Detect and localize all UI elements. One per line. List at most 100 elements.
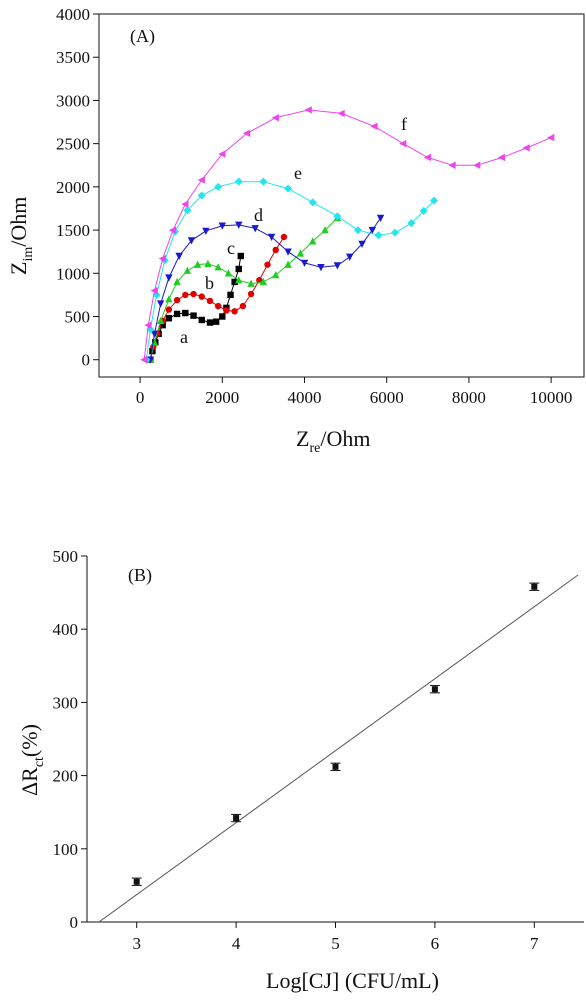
data-point xyxy=(168,226,177,234)
data-point xyxy=(150,286,158,295)
data-point xyxy=(140,356,148,364)
series-line-f xyxy=(143,109,552,360)
data-point xyxy=(150,330,159,338)
data-point xyxy=(370,122,378,131)
panel-a: 0 500 1000 1500 2000 2500 3000 3500 4000 0 2000 40… xyxy=(6,5,585,456)
panel-b-x-ticks: 3 4 5 6 7 xyxy=(132,922,539,953)
curve-label-b: b xyxy=(205,273,214,293)
data-point xyxy=(165,295,173,303)
data-point xyxy=(187,237,196,245)
data-point xyxy=(219,313,226,320)
data-point xyxy=(183,206,192,215)
panel-b-points xyxy=(131,582,540,886)
data-point xyxy=(202,227,210,235)
data-point xyxy=(259,277,268,286)
data-point xyxy=(234,177,243,186)
data-point xyxy=(183,266,192,274)
panel-a-x-tick-label: 6000 xyxy=(370,388,404,407)
panel-b-y-tick-label: 200 xyxy=(53,767,79,786)
data-point xyxy=(473,161,481,169)
data-point xyxy=(374,231,383,240)
data-point-group xyxy=(529,582,540,591)
data-point xyxy=(272,271,280,279)
data-point xyxy=(214,263,222,271)
data-point xyxy=(173,277,181,286)
fit-line xyxy=(98,574,579,923)
panel-b: 0 100 200 300 400 500 3 4 5 6 7 (B) Log[CJ] (CFU/… xyxy=(17,547,584,993)
data-point xyxy=(271,114,279,122)
panel-a-y-tick-label: 3500 xyxy=(56,48,90,67)
data-point-group xyxy=(231,813,242,823)
data-point-group xyxy=(330,762,341,771)
data-point xyxy=(251,225,259,233)
data-point xyxy=(376,214,385,222)
data-point xyxy=(223,307,230,314)
data-point xyxy=(353,226,362,235)
panel-a-x-tick-label: 0 xyxy=(136,388,145,407)
data-point xyxy=(296,249,305,257)
data-point xyxy=(304,106,312,114)
data-point xyxy=(390,228,399,237)
data-point xyxy=(264,261,271,268)
panel-a-x-tick-label: 8000 xyxy=(452,388,486,407)
data-point xyxy=(531,583,538,590)
series-d xyxy=(146,214,385,364)
panel-b-x-tick-label: 6 xyxy=(431,934,440,953)
data-point xyxy=(272,246,279,254)
panel-a-x-tick-label: 10000 xyxy=(530,388,573,407)
data-point xyxy=(182,291,189,299)
data-point xyxy=(317,264,325,272)
data-point xyxy=(206,319,214,326)
panel-a-x-axis-label: Zre/Ohm xyxy=(296,426,370,456)
data-point xyxy=(235,221,243,229)
data-point xyxy=(233,815,240,822)
panel-b-y-axis-label: ΔRct(%) xyxy=(17,724,47,796)
panel-a-x-tick-label: 4000 xyxy=(288,388,322,407)
panel-a-y-tick-label: 3000 xyxy=(56,91,90,110)
panel-b-y-ticks: 0 100 200 300 400 500 xyxy=(53,547,87,932)
data-point xyxy=(193,260,202,268)
data-point xyxy=(197,176,205,184)
panel-a-label: (A) xyxy=(130,26,155,47)
data-point xyxy=(198,293,205,300)
data-point xyxy=(346,253,354,261)
data-point xyxy=(429,196,438,205)
panel-b-y-tick-label: 0 xyxy=(70,913,79,932)
data-point xyxy=(399,139,407,148)
data-point xyxy=(419,207,428,216)
data-point xyxy=(300,259,309,267)
data-point-group xyxy=(131,877,142,886)
panel-b-y-tick-label: 300 xyxy=(53,693,79,712)
panel-b-y-tick-label: 500 xyxy=(53,547,79,566)
curve-label-e: e xyxy=(294,163,302,183)
data-point-group xyxy=(429,685,440,694)
data-point xyxy=(332,763,339,770)
data-point xyxy=(198,316,205,324)
data-point xyxy=(144,321,152,329)
panel-b-x-tick-label: 7 xyxy=(530,934,539,953)
data-point xyxy=(190,312,197,319)
panel-a-y-ticks: 0 500 1000 1500 2000 2500 3000 3500 4000 xyxy=(56,5,99,370)
data-point xyxy=(159,321,166,329)
curve-label-c: c xyxy=(227,238,235,258)
panel-a-x-tick-label: 2000 xyxy=(205,388,239,407)
data-point xyxy=(284,184,293,193)
data-point xyxy=(242,129,251,137)
data-point xyxy=(190,290,197,298)
data-point xyxy=(165,274,173,282)
data-point xyxy=(247,290,255,298)
data-point xyxy=(231,278,238,286)
data-point xyxy=(333,212,342,221)
data-point xyxy=(448,161,456,169)
data-point xyxy=(173,296,181,304)
panel-b-x-tick-label: 3 xyxy=(132,934,141,953)
panel-b-fit-line xyxy=(98,574,579,923)
data-point xyxy=(212,318,220,325)
panel-a-y-tick-label: 0 xyxy=(82,351,91,370)
panel-a-y-tick-label: 500 xyxy=(65,308,91,327)
data-point xyxy=(218,150,226,158)
data-point xyxy=(231,308,238,315)
data-point xyxy=(284,248,292,256)
panel-a-y-tick-label: 1500 xyxy=(56,221,90,240)
data-point xyxy=(227,291,234,299)
